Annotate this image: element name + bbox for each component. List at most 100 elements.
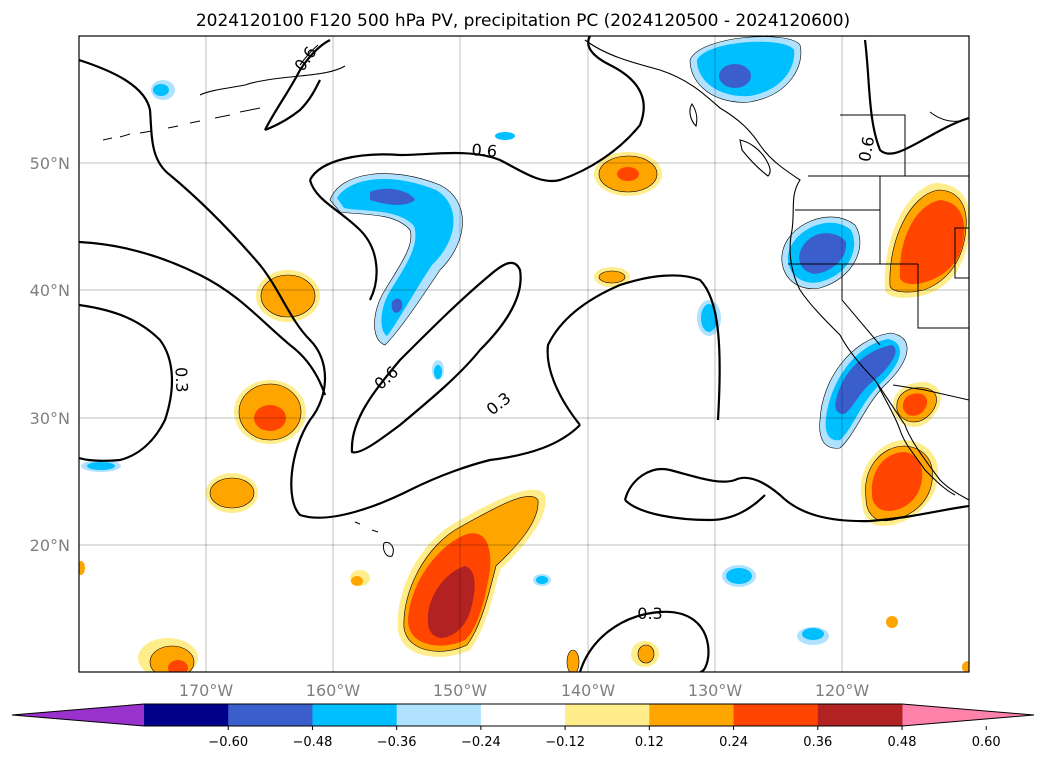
- colorbar-tick-label: 0.12: [635, 735, 664, 750]
- latitude-labels: 20°N 30°N 40°N 50°N: [30, 154, 70, 555]
- precip-area-negative: [835, 345, 896, 414]
- contour-label: 0.3: [637, 604, 662, 623]
- colorbar-segment: [228, 704, 313, 726]
- contour-line: [578, 610, 710, 672]
- contour-label: 0.6: [471, 140, 498, 161]
- lat-tick-label: 20°N: [30, 536, 70, 555]
- contour-line: [308, 179, 378, 301]
- lon-tick-label: 160°W: [306, 681, 361, 700]
- precip-area-positive: [886, 616, 898, 628]
- lat-tick-label: 30°N: [30, 409, 70, 428]
- colorbar-tick-label: −0.12: [545, 735, 585, 750]
- vancouver-island: [739, 139, 771, 177]
- lon-tick-label: 120°W: [815, 681, 870, 700]
- lon-tick-label: 130°W: [688, 681, 743, 700]
- precip-area-positive: [168, 660, 188, 672]
- precip-area-positive: [871, 452, 923, 511]
- political-borders: [788, 111, 969, 401]
- precip-area-negative: [726, 568, 752, 584]
- precip-area-positive: [209, 477, 255, 509]
- haida-gwaii: [689, 103, 698, 128]
- precip-area-negative: [434, 365, 442, 379]
- precip-area-negative: [719, 64, 751, 88]
- colorbar-segment: [312, 704, 398, 726]
- chart-title: 2024120100 F120 500 hPa PV, precipitatio…: [196, 11, 850, 31]
- precip-area-negative: [391, 298, 403, 313]
- state-border-ut: [954, 227, 969, 279]
- precip-area-positive: [902, 393, 928, 416]
- contour-line: [309, 36, 645, 183]
- lon-tick-label: 150°W: [433, 681, 488, 700]
- precip-area-positive: [427, 566, 475, 638]
- coastline-alaska: [199, 44, 346, 96]
- contour-label: 0.3: [172, 367, 192, 393]
- precip-area-negative: [701, 304, 717, 332]
- contour-line: [79, 58, 581, 519]
- coastline-baja: [877, 384, 956, 496]
- colorbar-tick-label: −0.36: [377, 735, 417, 750]
- colorbar-tick-label: 0.36: [803, 735, 832, 750]
- lon-tick-label: 170°W: [179, 681, 234, 700]
- colorbar-segment: [817, 704, 903, 726]
- coastlines: [102, 39, 969, 557]
- precip-area-negative: [87, 462, 115, 470]
- hawaii-islands: [354, 521, 394, 557]
- contour-line: [624, 494, 766, 522]
- precip-area-positive: [962, 661, 969, 672]
- precip-area-positive: [637, 644, 655, 664]
- precip-area-negative: [370, 188, 415, 205]
- colorbar-tick-label: 0.24: [719, 735, 748, 750]
- precip-area-positive: [617, 167, 639, 181]
- precip-area-negative: [337, 178, 454, 336]
- lat-tick-label: 40°N: [30, 281, 70, 300]
- colorbar-tick-label: −0.24: [461, 735, 501, 750]
- contour-line: [264, 39, 331, 131]
- pv-contours: [79, 36, 969, 672]
- colorbar-extend-max: [902, 704, 1034, 726]
- contour-line: [350, 261, 522, 454]
- precip-shading: [79, 36, 969, 672]
- map-background: [79, 36, 969, 672]
- precip-area-negative: [802, 628, 824, 640]
- colorbar-segment: [565, 704, 650, 726]
- us-mexico-border: [892, 384, 969, 401]
- precip-area-negative: [153, 84, 169, 96]
- lon-tick-label: 140°W: [561, 681, 616, 700]
- precip-area-positive: [254, 405, 286, 431]
- coastline-north-america: [584, 39, 969, 501]
- precip-area-negative: [495, 132, 515, 140]
- colorbar-segment: [480, 704, 566, 726]
- contour-line: [863, 39, 969, 155]
- colorbar-tick-label: −0.48: [293, 735, 333, 750]
- precip-area-positive: [598, 270, 626, 284]
- colorbar-segment: [733, 704, 819, 726]
- contour-line: [79, 303, 173, 462]
- contour-line: [623, 467, 969, 523]
- colorbar-extend-min: [12, 704, 144, 726]
- precip-area-positive: [79, 561, 85, 575]
- precip-area-negative: [536, 576, 548, 584]
- gridlines: [79, 36, 969, 672]
- colorbar-tick-label: 0.48: [888, 735, 917, 750]
- colorbar-tick-label: −0.60: [208, 735, 248, 750]
- colorbar: −0.60 −0.48 −0.36 −0.24 −0.12 0.12 0.24 0.36 0.4…: [11, 703, 1035, 750]
- colorbar-segment: [649, 704, 735, 726]
- aleutian-islands: [102, 107, 261, 141]
- precip-area-positive: [351, 576, 363, 586]
- colorbar-segment: [396, 704, 482, 726]
- contour-line: [264, 79, 321, 132]
- colorbar-tick-label: 0.60: [972, 735, 1001, 750]
- contour-line: [79, 240, 327, 396]
- colorbar-segment: [144, 704, 229, 726]
- contour-label: 0.6: [855, 135, 878, 163]
- map-layer: 0.6 0.6 0.6 0.6 0.3 0.3 0.3: [79, 36, 969, 672]
- colorbar-outline: [11, 703, 1035, 727]
- contour-line: [546, 274, 721, 426]
- state-border-az: [917, 264, 969, 329]
- map-frame: [78, 35, 970, 673]
- longitude-labels: 170°W 160°W 150°W 140°W 130°W 120°W: [179, 681, 870, 700]
- precip-area-positive: [566, 649, 580, 672]
- state-border-nv: [841, 264, 881, 346]
- precip-area-positive: [899, 200, 965, 285]
